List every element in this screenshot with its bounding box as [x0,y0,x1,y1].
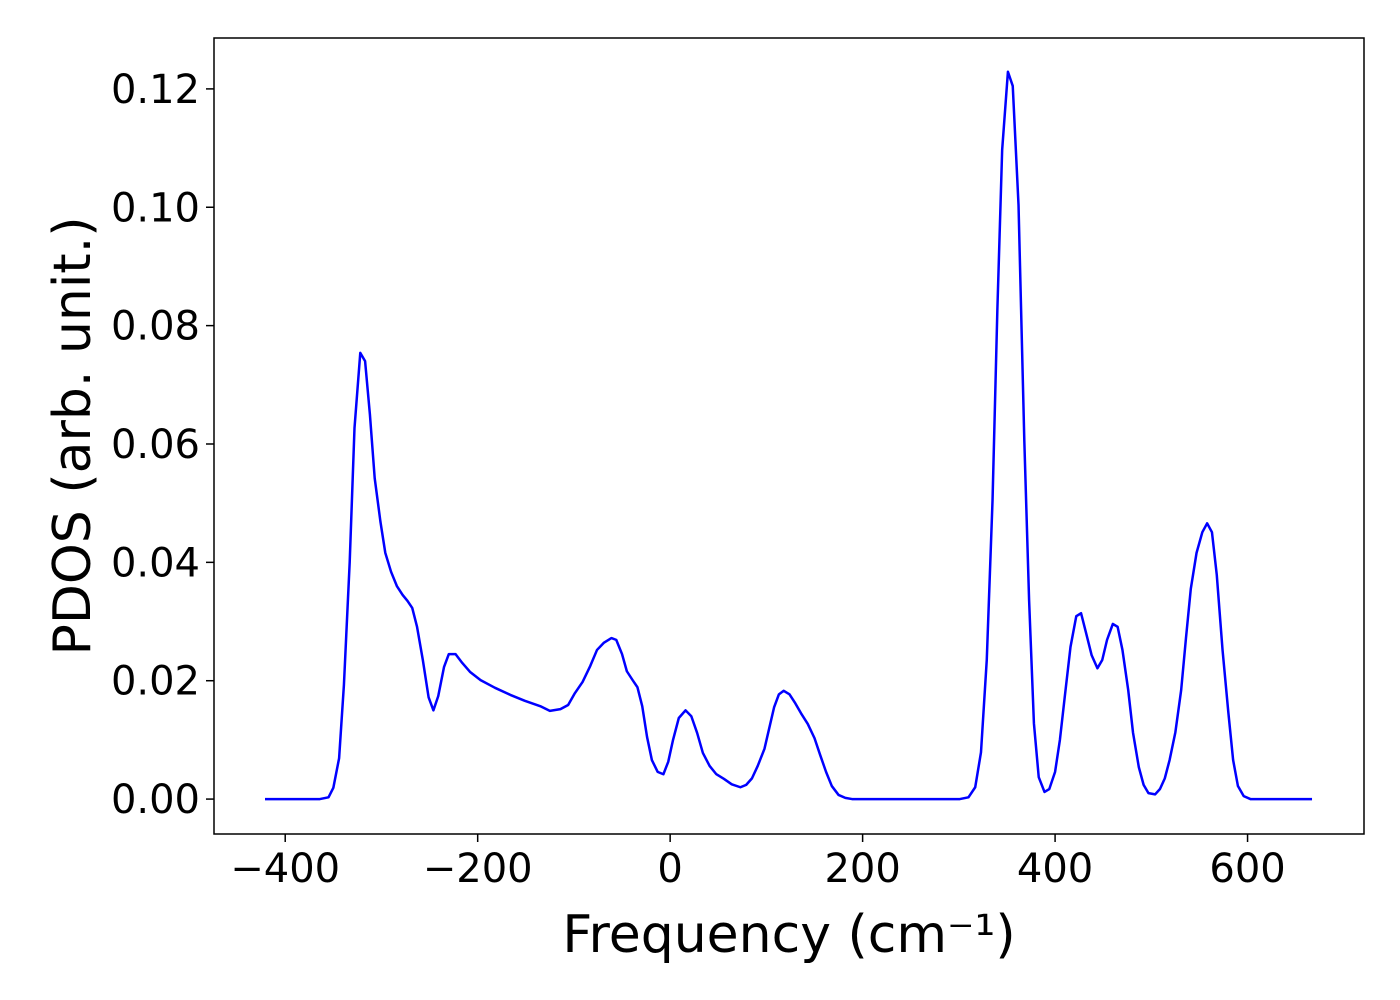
x-tick-label: −200 [423,846,533,892]
x-tick-label: 0 [657,846,682,892]
x-tick-label: −400 [230,846,340,892]
y-tick-label: 0.00 [111,777,200,823]
y-axis-label: PDOS (arb. unit.) [43,216,103,655]
x-axis-label: Frequency (cm⁻¹) [562,905,1015,965]
x-tick-label: 400 [1017,846,1093,892]
y-tick-label: 0.12 [111,67,200,113]
y-tick-label: 0.04 [111,540,200,586]
plot-frame [213,37,1365,835]
x-tick-label: 600 [1209,846,1285,892]
y-tick-label: 0.06 [111,422,200,468]
pdos-line [265,70,1313,801]
y-tick-label: 0.02 [111,659,200,705]
y-tick-label: 0.08 [111,304,200,350]
y-tick-label: 0.10 [111,185,200,231]
x-tick-label: 200 [824,846,900,892]
